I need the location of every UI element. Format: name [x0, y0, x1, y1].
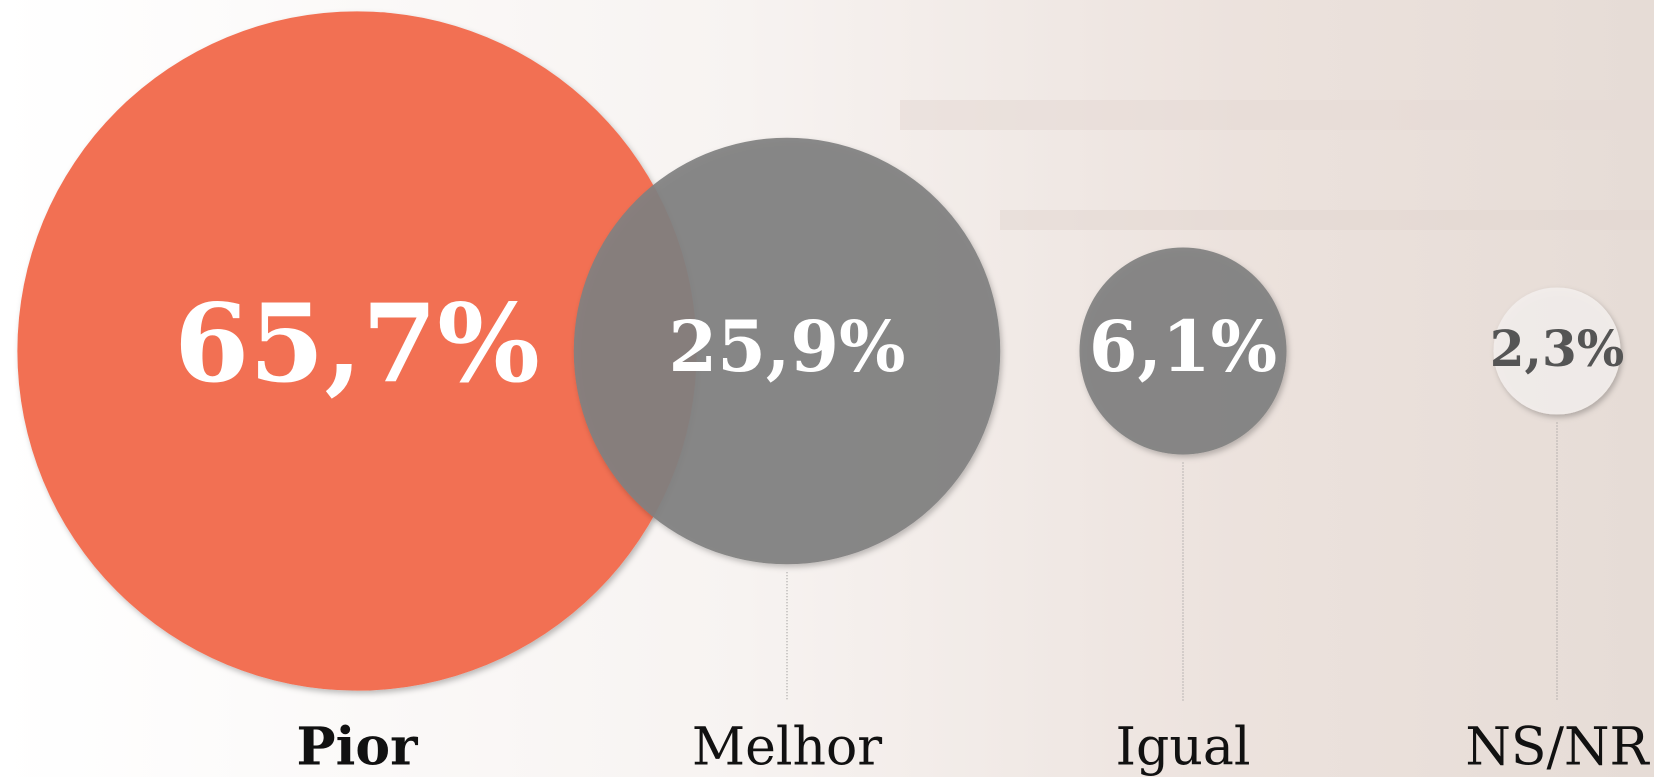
category-label: Igual — [1116, 718, 1251, 777]
background-decor — [1000, 210, 1654, 230]
value-label: 6,1% — [1089, 305, 1277, 388]
value-label: 25,9% — [668, 305, 905, 388]
value-label: 2,3% — [1490, 319, 1625, 378]
page: {"chart_data": {"type": "bubble", "categ… — [0, 0, 1654, 777]
category-label: Melhor — [692, 718, 882, 777]
chart: 65,7% Pior 25,9% Melhor 6,1% Igual 2,3% NS/NR — [0, 0, 1654, 777]
category-label: NS/NR — [1465, 718, 1650, 777]
value-label: 65,7% — [174, 281, 540, 407]
background-decor — [900, 100, 1654, 130]
category-label: Pior — [297, 717, 419, 777]
